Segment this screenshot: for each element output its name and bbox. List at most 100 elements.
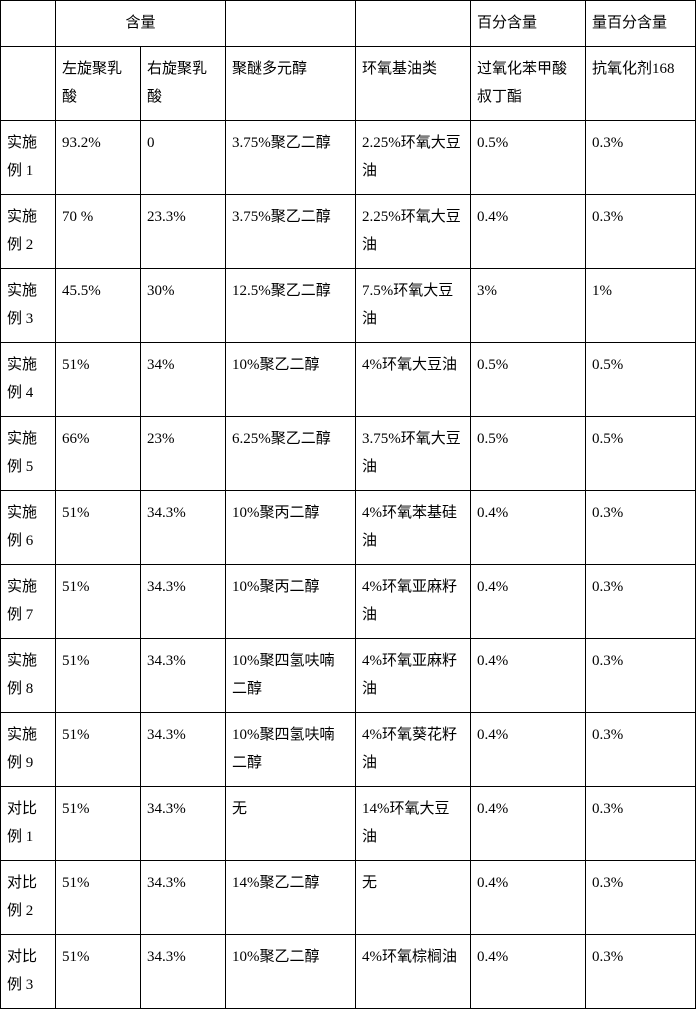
cell-c3: 10%聚乙二醇 [226, 934, 356, 1008]
cell-c3: 10%聚四氢呋喃二醇 [226, 712, 356, 786]
cell-c6: 1% [586, 268, 696, 342]
cell-c4: 2.25%环氧大豆油 [356, 194, 471, 268]
cell-c5: 0.4% [471, 860, 586, 934]
cell-c2: 34.3% [141, 786, 226, 860]
row-label: 实施例 1 [1, 120, 56, 194]
row-label: 实施例 5 [1, 416, 56, 490]
row-label: 对比例 2 [1, 860, 56, 934]
hdr2-c4: 环氧基油类 [356, 46, 471, 120]
table-row: 实施例 651%34.3%10%聚丙二醇4%环氧苯基硅油0.4%0.3% [1, 490, 696, 564]
hdr1-c6: 量百分含量 [586, 1, 696, 47]
cell-c3: 3.75%聚乙二醇 [226, 120, 356, 194]
cell-c6: 0.3% [586, 638, 696, 712]
table-row: 对比例 351%34.3%10%聚乙二醇4%环氧棕榈油0.4%0.3% [1, 934, 696, 1008]
cell-c3: 14%聚乙二醇 [226, 860, 356, 934]
header-row-2: 左旋聚乳酸 右旋聚乳酸 聚醚多元醇 环氧基油类 过氧化苯甲酸叔丁酯 抗氧化剂16… [1, 46, 696, 120]
cell-c4: 4%环氧棕榈油 [356, 934, 471, 1008]
cell-c2: 34.3% [141, 934, 226, 1008]
cell-c2: 34% [141, 342, 226, 416]
cell-c2: 34.3% [141, 490, 226, 564]
cell-c6: 0.3% [586, 490, 696, 564]
cell-c5: 0.4% [471, 712, 586, 786]
cell-c2: 0 [141, 120, 226, 194]
cell-c5: 0.4% [471, 564, 586, 638]
cell-c1: 93.2% [56, 120, 141, 194]
cell-c6: 0.5% [586, 416, 696, 490]
cell-c3: 12.5%聚乙二醇 [226, 268, 356, 342]
cell-c4: 4%环氧亚麻籽油 [356, 564, 471, 638]
table-row: 实施例 851%34.3%10%聚四氢呋喃二醇4%环氧亚麻籽油0.4%0.3% [1, 638, 696, 712]
hdr1-c4 [356, 1, 471, 47]
cell-c6: 0.3% [586, 860, 696, 934]
cell-c1: 51% [56, 342, 141, 416]
cell-c3: 10%聚丙二醇 [226, 564, 356, 638]
cell-c6: 0.3% [586, 194, 696, 268]
cell-c1: 70 % [56, 194, 141, 268]
cell-c2: 23% [141, 416, 226, 490]
hdr2-c1: 左旋聚乳酸 [56, 46, 141, 120]
cell-c1: 51% [56, 934, 141, 1008]
cell-c4: 14%环氧大豆油 [356, 786, 471, 860]
table-row: 实施例 751%34.3%10%聚丙二醇4%环氧亚麻籽油0.4%0.3% [1, 564, 696, 638]
cell-c1: 51% [56, 860, 141, 934]
hdr1-c5: 百分含量 [471, 1, 586, 47]
row-label: 实施例 3 [1, 268, 56, 342]
cell-c5: 0.4% [471, 194, 586, 268]
cell-c2: 23.3% [141, 194, 226, 268]
row-label: 实施例 6 [1, 490, 56, 564]
table-body: 含量 百分含量 量百分含量 左旋聚乳酸 右旋聚乳酸 聚醚多元醇 环氧基油类 过氧… [1, 1, 696, 1009]
cell-c4: 4%环氧苯基硅油 [356, 490, 471, 564]
cell-c3: 6.25%聚乙二醇 [226, 416, 356, 490]
cell-c2: 34.3% [141, 638, 226, 712]
row-label: 实施例 2 [1, 194, 56, 268]
hdr2-c5: 过氧化苯甲酸叔丁酯 [471, 46, 586, 120]
hdr1-c0 [1, 1, 56, 47]
table-row: 实施例 566%23%6.25%聚乙二醇3.75%环氧大豆油0.5%0.5% [1, 416, 696, 490]
cell-c1: 51% [56, 490, 141, 564]
cell-c5: 0.5% [471, 416, 586, 490]
cell-c2: 30% [141, 268, 226, 342]
cell-c3: 10%聚乙二醇 [226, 342, 356, 416]
cell-c3: 无 [226, 786, 356, 860]
cell-c6: 0.3% [586, 786, 696, 860]
cell-c3: 3.75%聚乙二醇 [226, 194, 356, 268]
cell-c2: 34.3% [141, 712, 226, 786]
row-label: 实施例 8 [1, 638, 56, 712]
cell-c1: 51% [56, 786, 141, 860]
cell-c6: 0.3% [586, 564, 696, 638]
composition-table: 含量 百分含量 量百分含量 左旋聚乳酸 右旋聚乳酸 聚醚多元醇 环氧基油类 过氧… [0, 0, 696, 1009]
table-row: 对比例 151%34.3%无14%环氧大豆油0.4%0.3% [1, 786, 696, 860]
cell-c3: 10%聚丙二醇 [226, 490, 356, 564]
hdr2-c6: 抗氧化剂168 [586, 46, 696, 120]
table-row: 实施例 270 %23.3%3.75%聚乙二醇2.25%环氧大豆油0.4%0.3… [1, 194, 696, 268]
cell-c4: 3.75%环氧大豆油 [356, 416, 471, 490]
cell-c4: 2.25%环氧大豆油 [356, 120, 471, 194]
cell-c1: 45.5% [56, 268, 141, 342]
cell-c6: 0.5% [586, 342, 696, 416]
cell-c6: 0.3% [586, 120, 696, 194]
cell-c1: 51% [56, 638, 141, 712]
cell-c6: 0.3% [586, 934, 696, 1008]
hdr1-c3 [226, 1, 356, 47]
row-label: 对比例 1 [1, 786, 56, 860]
cell-c5: 0.5% [471, 342, 586, 416]
cell-c4: 无 [356, 860, 471, 934]
cell-c1: 51% [56, 564, 141, 638]
cell-c2: 34.3% [141, 564, 226, 638]
cell-c2: 34.3% [141, 860, 226, 934]
cell-c5: 0.4% [471, 638, 586, 712]
cell-c6: 0.3% [586, 712, 696, 786]
cell-c5: 3% [471, 268, 586, 342]
hdr2-c0 [1, 46, 56, 120]
hdr2-c2: 右旋聚乳酸 [141, 46, 226, 120]
row-label: 实施例 9 [1, 712, 56, 786]
cell-c4: 7.5%环氧大豆油 [356, 268, 471, 342]
row-label: 实施例 7 [1, 564, 56, 638]
row-label: 实施例 4 [1, 342, 56, 416]
hdr1-c1-merged: 含量 [56, 1, 226, 47]
cell-c5: 0.5% [471, 120, 586, 194]
row-label: 对比例 3 [1, 934, 56, 1008]
cell-c4: 4%环氧大豆油 [356, 342, 471, 416]
header-row-1: 含量 百分含量 量百分含量 [1, 1, 696, 47]
hdr2-c3: 聚醚多元醇 [226, 46, 356, 120]
